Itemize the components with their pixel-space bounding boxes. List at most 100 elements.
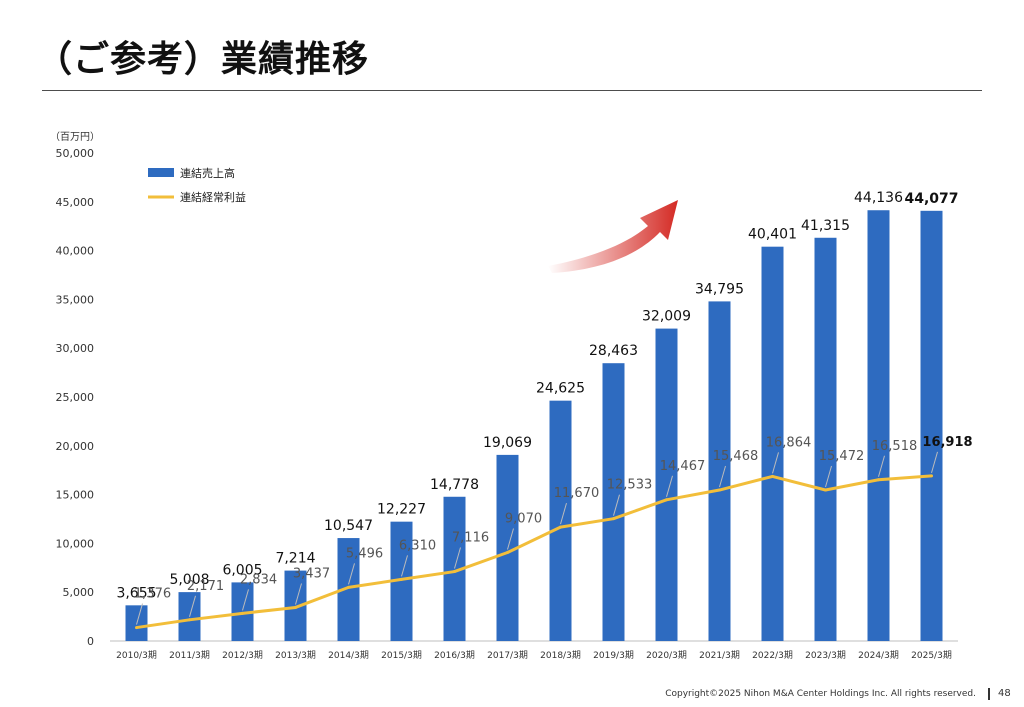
- revenue-data-label: 14,778: [430, 477, 479, 493]
- x-tick-label: 2020/3期: [646, 650, 687, 661]
- profit-data-label: 15,472: [819, 449, 865, 464]
- profit-data-label: 12,533: [607, 478, 653, 493]
- revenue-data-label: 24,625: [536, 381, 585, 397]
- page-number: 48: [998, 688, 1011, 699]
- revenue-data-label: 28,463: [589, 343, 638, 359]
- profit-point: [824, 488, 827, 492]
- profit-label-leader: [931, 451, 938, 474]
- revenue-data-label: 44,136: [854, 190, 903, 206]
- profit-point: [506, 550, 509, 554]
- revenue-data-label: 3,655: [116, 585, 156, 601]
- y-tick-label: 10,000: [56, 537, 95, 550]
- profit-label-leader: [189, 595, 196, 617]
- x-tick-label: 2016/3期: [434, 650, 475, 661]
- profit-data-label: 9,070: [505, 511, 542, 526]
- legend-label-profit: 連結経常利益: [180, 190, 246, 204]
- y-tick-label: 20,000: [56, 440, 95, 453]
- profit-label-leader: [242, 589, 249, 611]
- revenue-data-label: 6,005: [222, 562, 262, 578]
- profit-point: [347, 585, 350, 589]
- profit-label-leader: [136, 603, 143, 625]
- revenue-bar: [867, 210, 890, 641]
- y-tick-label: 35,000: [56, 293, 95, 306]
- revenue-data-label: 44,077: [904, 191, 958, 207]
- profit-point: [188, 618, 191, 622]
- profit-point: [771, 474, 774, 478]
- x-tick-label: 2014/3期: [328, 650, 369, 661]
- profit-point: [877, 478, 880, 482]
- x-tick-label: 2015/3期: [381, 650, 422, 661]
- x-tick-label: 2013/3期: [275, 650, 316, 661]
- profit-point: [559, 525, 562, 529]
- revenue-bar: [708, 301, 731, 641]
- title-divider: [42, 90, 982, 91]
- profit-label-leader: [878, 455, 885, 477]
- revenue-bar: [284, 570, 307, 641]
- profit-point: [665, 498, 668, 502]
- profit-line: [135, 474, 933, 630]
- x-tick-label: 2024/3期: [858, 650, 899, 661]
- legend: 連結売上高 連結経常利益: [148, 166, 246, 204]
- revenue-bars: [125, 210, 943, 642]
- revenue-data-label: 32,009: [642, 309, 691, 325]
- x-tick-label: 2010/3期: [116, 650, 157, 661]
- x-tick-label: 2022/3期: [752, 650, 793, 661]
- y-tick-label: 5,000: [63, 586, 95, 599]
- profit-label-leader: [454, 547, 461, 569]
- profit-label-leader: [613, 494, 620, 516]
- x-tick-label: 2017/3期: [487, 650, 528, 661]
- profit-data-label: 5,496: [346, 546, 383, 561]
- y-tick-label: 30,000: [56, 342, 95, 355]
- y-tick-label: 50,000: [56, 147, 95, 160]
- profit-point: [453, 570, 456, 574]
- revenue-bar: [761, 246, 784, 642]
- revenue-bar: [390, 521, 413, 641]
- profit-point: [135, 626, 138, 630]
- y-tick-label: 40,000: [56, 245, 95, 258]
- revenue-bar: [655, 328, 678, 641]
- profit-data-label: 7,116: [452, 531, 489, 546]
- revenue-data-label: 10,547: [324, 518, 373, 534]
- profit-label-leader: [719, 465, 726, 488]
- revenue-data-label: 5,008: [169, 572, 209, 588]
- profit-label-leader: [560, 502, 567, 525]
- profit-label-leader: [348, 563, 355, 585]
- y-axis-unit-label: （百万円）: [50, 131, 100, 143]
- page-title: （ご参考）業績推移: [36, 39, 370, 80]
- x-axis: 2010/3期 2011/3期 2012/3期 2013/3期 2014/3期 2015/…: [116, 650, 952, 661]
- x-tick-label: 2021/3期: [699, 650, 740, 661]
- growth-arrow-icon: [548, 200, 678, 273]
- revenue-bar: [231, 582, 254, 641]
- profit-label-leader: [507, 528, 514, 550]
- profit-point: [930, 474, 933, 478]
- revenue-bar: [602, 363, 625, 641]
- legend-label-revenue: 連結売上高: [180, 166, 235, 180]
- profit-label-leader: [772, 452, 779, 474]
- revenue-data-label: 7,214: [275, 551, 315, 567]
- footer-divider: [988, 688, 990, 700]
- x-tick-label: 2012/3期: [222, 650, 263, 661]
- revenue-bar: [549, 400, 572, 641]
- profit-data-label: 1,376: [134, 587, 171, 602]
- profit-point: [400, 577, 403, 581]
- x-tick-label: 2023/3期: [805, 650, 846, 661]
- profit-data-label: 15,468: [713, 449, 759, 464]
- y-axis: 0 5,000 10,000 15,000 20,000 25,000 30,000 35,0…: [56, 147, 95, 648]
- profit-label-leader: [401, 555, 408, 577]
- revenue-data-label: 19,069: [483, 435, 532, 451]
- profit-data-label: 14,467: [660, 459, 706, 474]
- x-tick-label: 2011/3期: [169, 650, 210, 661]
- profit-data-label: 2,834: [240, 572, 277, 587]
- x-tick-label: 2018/3期: [540, 650, 581, 661]
- profit-point: [294, 605, 297, 609]
- x-tick-label: 2025/3期: [911, 650, 952, 661]
- revenue-bar: [920, 210, 943, 642]
- revenue-bar: [443, 496, 466, 641]
- revenue-data-label: 41,315: [801, 218, 850, 234]
- revenue-data-label: 40,401: [748, 227, 797, 243]
- revenue-bar: [814, 237, 837, 641]
- copyright-text: Copyright©2025 Nihon M&A Center Holdings…: [665, 689, 976, 699]
- y-tick-label: 15,000: [56, 489, 95, 502]
- profit-labels: 1,376 2,171 2,834 3,437 5,496 6,310 7,116 9,070…: [134, 435, 973, 625]
